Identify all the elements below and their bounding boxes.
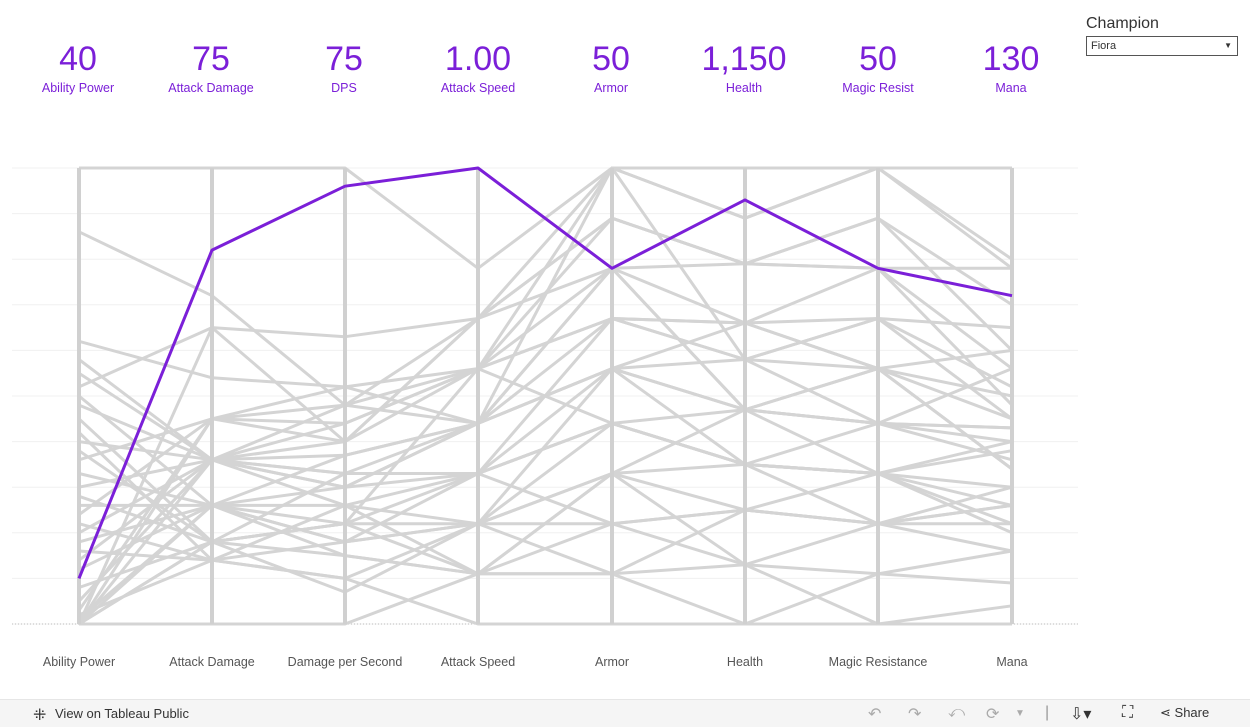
- kpi-mana: 130 Mana: [951, 38, 1071, 95]
- axis-label: Attack Damage: [169, 655, 255, 669]
- series-line[interactable]: [78, 321, 1013, 489]
- series-line[interactable]: [78, 317, 1013, 462]
- axis-labels-group: Ability Power Attack Damage Damage per Sec…: [43, 655, 1028, 669]
- series-line[interactable]: [78, 522, 1013, 626]
- axis-label: Armor: [595, 655, 629, 669]
- undo-icon[interactable]: ↶: [868, 706, 882, 723]
- kpi-value: 1,150: [701, 40, 787, 78]
- highlight-line-fiora[interactable]: [77, 166, 1013, 579]
- series-line[interactable]: [77, 166, 1013, 603]
- fullscreen-icon[interactable]: ⛶: [1122, 704, 1134, 721]
- series-line[interactable]: [78, 367, 1013, 626]
- series-line[interactable]: [78, 367, 1013, 544]
- kpi-value: 40: [59, 40, 97, 78]
- champion-filter: Champion Fiora ▼: [1086, 15, 1238, 56]
- axis-label: Mana: [996, 655, 1027, 669]
- axes-group: [77, 168, 1014, 624]
- axis-label: Health: [727, 655, 763, 669]
- share-icon: ⋖: [1160, 705, 1171, 720]
- series-line[interactable]: [77, 216, 1014, 612]
- series-line[interactable]: [78, 367, 1013, 626]
- kpi-value: 50: [859, 40, 897, 78]
- kpi-value: 75: [192, 40, 230, 78]
- kpi-ability-power: 40 Ability Power: [18, 38, 138, 95]
- divider: |: [1045, 704, 1050, 721]
- series-line[interactable]: [77, 458, 1013, 625]
- share-button[interactable]: ⋖ Share: [1160, 705, 1209, 721]
- champion-select-value: Fiora: [1091, 40, 1117, 52]
- axis-label: Ability Power: [43, 655, 115, 669]
- kpi-label: DPS: [331, 81, 357, 95]
- view-on-tableau-link[interactable]: View on Tableau Public: [55, 706, 189, 721]
- series-line[interactable]: [77, 166, 1013, 625]
- series-line[interactable]: [77, 266, 1014, 625]
- kpi-label: Magic Resist: [842, 81, 914, 95]
- kpi-magic-resist: 50 Magic Resist: [818, 38, 938, 95]
- highlight-series-group: [77, 166, 1013, 579]
- kpi-attack-speed: 1.00 Attack Speed: [418, 38, 538, 95]
- kpi-value: 50: [592, 40, 630, 78]
- kpi-health: 1,150 Health: [684, 38, 804, 95]
- kpi-label: Attack Speed: [440, 81, 516, 95]
- series-line[interactable]: [78, 317, 1013, 462]
- kpi-value: 130: [982, 40, 1040, 78]
- kpi-dps: 75 DPS: [284, 38, 404, 95]
- dropdown-icon[interactable]: ▼: [1224, 41, 1232, 50]
- kpi-label: Mana: [995, 81, 1027, 95]
- footer-toolbar: ⁜ View on Tableau Public ↶ ↷ ⤺ ⟳ ▼ | ⇩▾ …: [0, 699, 1250, 727]
- champion-select[interactable]: Fiora ▼: [1086, 36, 1238, 56]
- kpi-label: Armor: [593, 81, 629, 95]
- axis-label: Magic Resistance: [829, 655, 928, 669]
- refresh-dropdown-icon[interactable]: ▼: [1015, 708, 1025, 719]
- redo-icon[interactable]: ↷: [908, 706, 922, 723]
- series-line[interactable]: [78, 421, 1013, 562]
- kpi-label: Ability Power: [41, 81, 115, 95]
- background-series-group: [77, 166, 1014, 626]
- kpi-label: Attack Damage: [168, 81, 254, 95]
- kpi-label: Health: [725, 81, 763, 95]
- kpi-armor: 50 Armor: [551, 38, 671, 95]
- refresh-icon[interactable]: ⟳: [986, 706, 1000, 723]
- axis-label: Attack Speed: [441, 655, 515, 669]
- parallel-coordinates-chart: Ability Power Attack Damage Damage per Sec…: [12, 166, 1078, 669]
- filter-title: Champion: [1086, 15, 1159, 32]
- download-icon[interactable]: ⇩▾: [1070, 706, 1092, 723]
- axis-label: Damage per Second: [288, 655, 403, 669]
- kpi-attack-damage: 75 Attack Damage: [151, 38, 271, 95]
- revert-icon[interactable]: ⤺: [948, 704, 966, 721]
- share-label: Share: [1174, 705, 1210, 720]
- kpi-value: 1.00: [444, 40, 512, 78]
- kpi-value: 75: [325, 40, 363, 78]
- tableau-logo-icon[interactable]: ⁜: [33, 707, 47, 724]
